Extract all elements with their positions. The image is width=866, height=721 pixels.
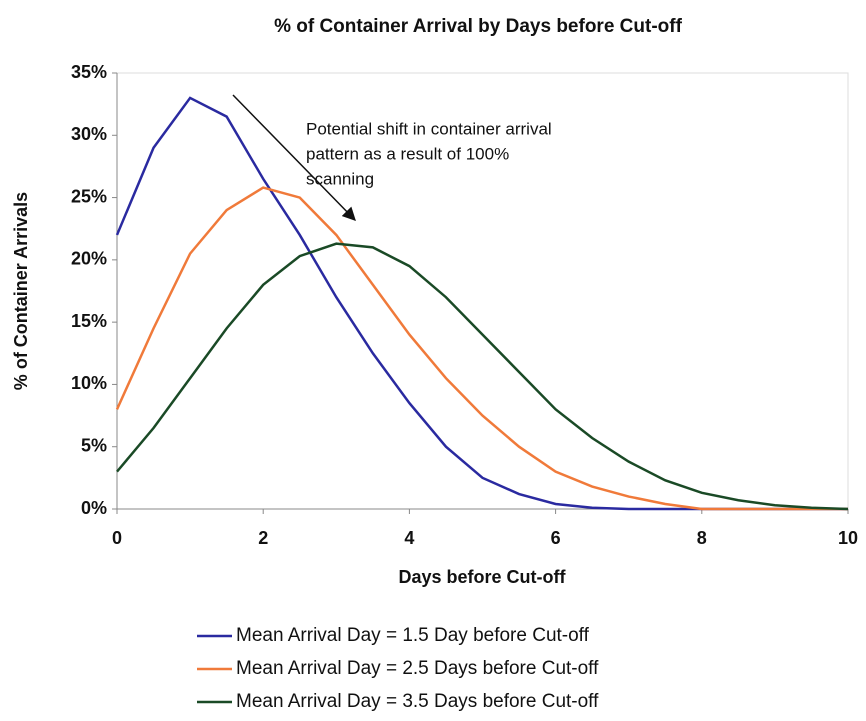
series-line	[115, 186, 848, 511]
x-tick-label: 2	[258, 528, 268, 548]
x-tick-label: 10	[838, 528, 858, 548]
x-tick-label: 0	[112, 528, 122, 548]
y-tick-label: 25%	[71, 186, 107, 206]
series-line	[116, 242, 849, 511]
x-tick-label: 8	[697, 528, 707, 548]
y-tick-label: 30%	[71, 124, 107, 144]
annotation-arrow	[232, 94, 356, 221]
annotation: pattern as a result of 100%	[306, 144, 509, 163]
chart-title: % of Container Arrival by Days before Cu…	[274, 16, 683, 37]
y-tick-label: 0%	[81, 498, 107, 518]
y-tick-label: 5%	[81, 435, 107, 455]
x-axis-label: Days before Cut-off	[398, 567, 566, 587]
y-tick-label: 15%	[71, 311, 107, 331]
annotation: Potential shift in container arrival	[306, 119, 552, 138]
y-tick-label: 35%	[71, 62, 107, 82]
y-axis-label: % of Container Arrivals	[11, 192, 31, 390]
x-tick-label: 4	[404, 528, 414, 548]
legend-label: Mean Arrival Day = 2.5 Days before Cut-o…	[236, 658, 599, 679]
x-tick-label: 6	[551, 528, 561, 548]
legend-label: Mean Arrival Day = 1.5 Day before Cut-of…	[236, 625, 590, 646]
legend-label: Mean Arrival Day = 3.5 Days before Cut-o…	[236, 691, 599, 712]
y-tick-label: 10%	[71, 373, 107, 393]
y-tick-label: 20%	[71, 249, 107, 269]
annotation: scanning	[306, 169, 374, 188]
